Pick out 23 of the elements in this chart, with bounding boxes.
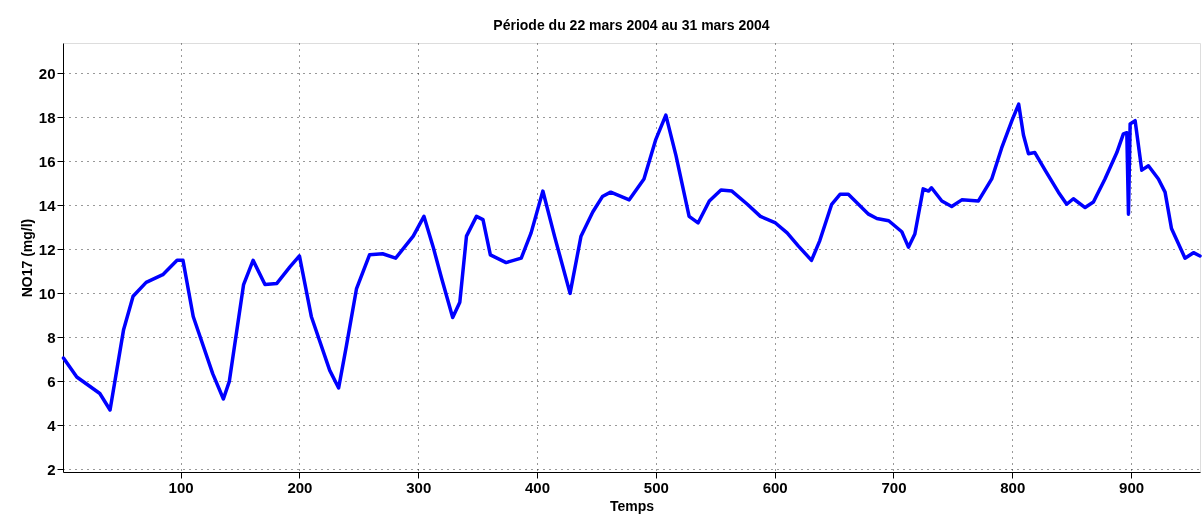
x-tick-label: 600 bbox=[762, 478, 788, 496]
y-tick-label: 18 bbox=[38, 108, 56, 126]
y-tick-label: 10 bbox=[38, 284, 56, 302]
x-tick-label: 300 bbox=[406, 478, 432, 496]
x-axis-title: Temps bbox=[609, 497, 655, 514]
x-tick-label: 100 bbox=[168, 478, 194, 496]
chart-title: Période du 22 mars 2004 au 31 mars 2004 bbox=[493, 17, 770, 33]
x-tick-label: 500 bbox=[643, 478, 669, 496]
y-tick-label: 2 bbox=[47, 460, 56, 478]
x-tick-label: 200 bbox=[287, 478, 313, 496]
line-series bbox=[61, 102, 1202, 412]
y-axis-title: NO17 (mg/l) bbox=[18, 218, 35, 298]
y-tick-label: 8 bbox=[47, 328, 56, 346]
y-tick-label: 4 bbox=[47, 416, 57, 434]
y-tick-label: 12 bbox=[38, 240, 56, 258]
y-tick-label: 20 bbox=[38, 64, 56, 82]
y-tick-label: 6 bbox=[47, 372, 56, 390]
x-tick-label: 800 bbox=[1000, 478, 1026, 496]
x-tick-label: 900 bbox=[1119, 478, 1145, 496]
y-tick-label: 14 bbox=[38, 196, 57, 214]
x-tick-label: 400 bbox=[525, 478, 551, 496]
y-tick-label: 16 bbox=[38, 152, 56, 170]
x-tick-label: 700 bbox=[881, 478, 907, 496]
